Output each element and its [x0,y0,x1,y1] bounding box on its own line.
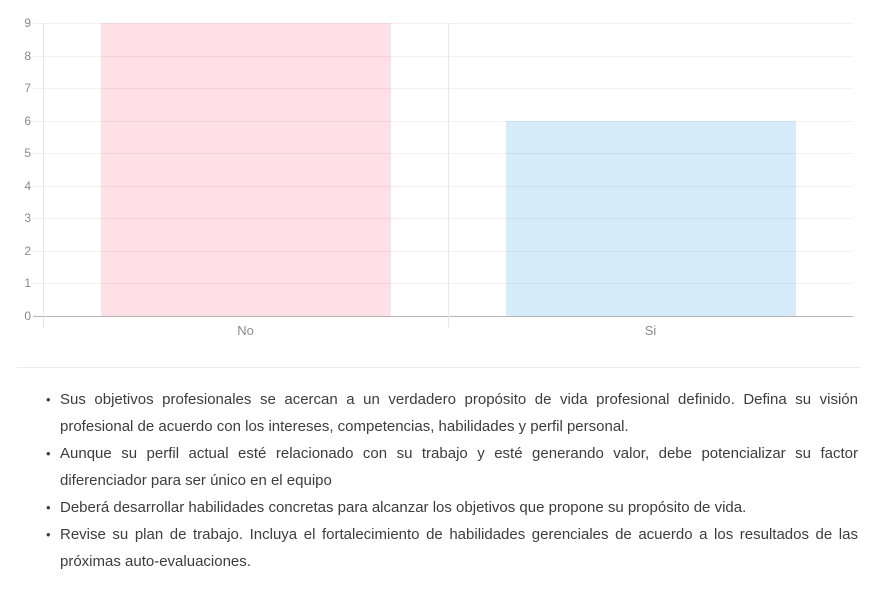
y-tick-label: 5 [24,146,31,161]
recommendation-text: Aunque su perfil actual esté relacionado… [60,445,858,489]
y-tick-label: 7 [24,81,31,96]
y-tick-label: 4 [24,178,31,193]
recommendations-list: • Sus objetivos profesionales se acercan… [45,386,858,575]
gridline [33,185,853,187]
recommendation-item: • Sus objetivos profesionales se acercan… [45,386,858,440]
y-tick-label: 9 [24,16,31,30]
gridline [33,120,853,122]
gridline [33,88,853,90]
bar-no [100,23,391,316]
category-boundary-gridline [448,23,449,328]
x-axis-label: Si [644,323,657,338]
bullet-icon: • [46,392,51,407]
recommendation-text: Revise su plan de trabajo. Incluya el fo… [60,526,858,570]
y-tick-label: 2 [24,243,31,258]
bullet-icon: • [46,527,51,542]
y-tick-label: 0 [24,309,31,323]
bar-chart: 0 1 2 3 4 5 6 7 8 9 No Si [24,16,853,338]
y-tick-label: 3 [24,211,31,226]
gridline [33,153,853,155]
bullet-icon: • [46,446,51,461]
gridline [33,250,853,252]
gridline [33,283,853,285]
gridline [33,55,853,57]
recommendation-item: • Deberá desarrollar habilidades concret… [45,494,858,521]
recommendation-item: • Revise su plan de trabajo. Incluya el … [45,521,858,575]
x-axis-label: No [237,323,254,338]
y-axis-line [43,23,44,328]
recommendation-text: Deberá desarrollar habilidades concretas… [60,499,747,516]
y-tick-label: 8 [24,48,31,63]
y-tick-label: 6 [24,113,31,128]
recommendation-item: • Aunque su perfil actual esté relaciona… [45,440,858,494]
bullet-icon: • [46,500,51,515]
section-divider [17,367,861,368]
recommendation-text: Sus objetivos profesionales se acercan a… [60,391,858,435]
y-tick-label: 1 [24,276,31,291]
gridline [33,23,853,24]
gridline [33,218,853,220]
x-axis-line [33,316,853,317]
bar-si [505,120,796,316]
